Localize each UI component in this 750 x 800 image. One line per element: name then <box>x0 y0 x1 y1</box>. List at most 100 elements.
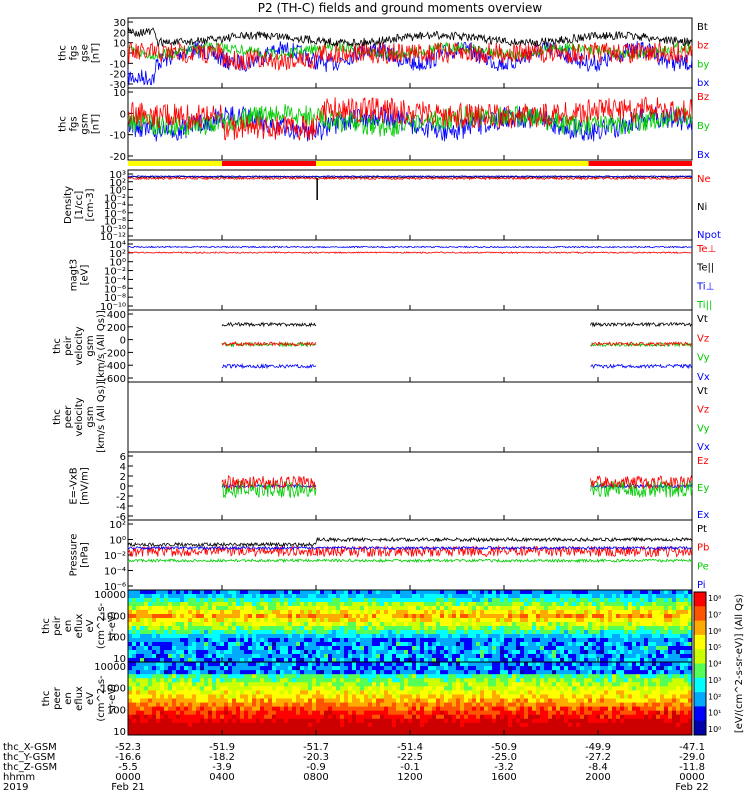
spec-cell <box>284 714 289 720</box>
spec-cell <box>376 686 381 691</box>
spec-cell <box>576 638 581 643</box>
spec-cell <box>652 650 657 655</box>
spec-cell <box>592 682 597 687</box>
y-label-line: gsm <box>85 406 96 427</box>
spec-cell <box>508 730 513 736</box>
spec-cell <box>480 678 485 683</box>
spec-cell <box>216 626 221 631</box>
spec-cell <box>188 690 193 695</box>
spec-cell <box>248 706 253 712</box>
spec-cell <box>584 714 589 720</box>
spec-cell <box>296 722 301 728</box>
y-tick-label: 30 <box>113 18 126 29</box>
spec-cell <box>212 678 217 683</box>
spec-cell <box>288 614 293 619</box>
spec-cell <box>152 694 157 699</box>
spec-cell <box>192 598 197 603</box>
spec-cell <box>468 654 473 659</box>
spec-cell <box>160 678 165 683</box>
spec-cell <box>592 638 597 643</box>
spec-cell <box>300 666 305 671</box>
spec-cell <box>132 614 137 619</box>
spec-cell <box>332 698 337 704</box>
spec-cell <box>448 702 453 708</box>
spec-cell <box>132 682 137 687</box>
spec-cell <box>540 722 545 728</box>
spec-cell <box>476 690 481 695</box>
spec-cell <box>344 594 349 599</box>
spec-cell <box>660 590 665 595</box>
spec-cell <box>220 686 225 691</box>
spec-cell <box>448 658 453 663</box>
spec-cell <box>340 706 345 712</box>
spec-cell <box>164 590 169 595</box>
spec-cell <box>156 590 161 595</box>
spec-cell <box>292 618 297 623</box>
spec-cell <box>620 658 625 663</box>
spec-cell <box>344 690 349 695</box>
spec-cell <box>552 654 557 659</box>
spec-cell <box>256 650 261 655</box>
spec-cell <box>540 726 545 732</box>
spec-cell <box>540 686 545 691</box>
spec-cell <box>564 614 569 619</box>
spec-cell <box>196 686 201 691</box>
spec-cell <box>244 694 249 699</box>
spec-cell <box>628 590 633 595</box>
spec-cell <box>472 722 477 728</box>
spec-cell <box>552 610 557 615</box>
spec-cell <box>416 626 421 631</box>
spec-cell <box>508 638 513 643</box>
spec-cell <box>588 690 593 695</box>
spec-cell <box>436 602 441 607</box>
spec-cell <box>664 646 669 651</box>
spec-cell <box>240 602 245 607</box>
spec-cell <box>140 706 145 712</box>
spec-cell <box>444 702 449 708</box>
spec-cell <box>164 638 169 643</box>
spec-cell <box>628 634 633 639</box>
y-label-line: gsm <box>80 113 91 134</box>
spec-cell <box>516 606 521 611</box>
spec-cell <box>368 726 373 732</box>
spec-cell <box>660 638 665 643</box>
spec-cell <box>444 670 449 675</box>
spec-cell <box>504 730 509 736</box>
legend-entry: Bt <box>697 22 708 33</box>
spec-cell <box>292 646 297 651</box>
spec-cell <box>336 694 341 699</box>
spec-cell <box>404 642 409 647</box>
spec-cell <box>544 630 549 635</box>
spec-cell <box>468 706 473 712</box>
spec-cell <box>392 618 397 623</box>
spec-cell <box>556 650 561 655</box>
spec-cell <box>260 662 265 667</box>
spec-cell <box>476 662 481 667</box>
spec-cell <box>412 714 417 720</box>
spec-cell <box>412 718 417 724</box>
spec-cell <box>444 662 449 667</box>
spec-cell <box>296 698 301 704</box>
spec-cell <box>344 710 349 716</box>
spec-cell <box>400 598 405 603</box>
spec-cell <box>440 694 445 699</box>
spec-cell <box>536 662 541 667</box>
spec-cell <box>380 622 385 627</box>
spec-cell <box>352 686 357 691</box>
spec-cell <box>304 630 309 635</box>
spec-cell <box>136 598 141 603</box>
spec-cell <box>380 666 385 671</box>
spec-cell <box>148 598 153 603</box>
legend-entry: Pi <box>697 580 706 591</box>
spec-cell <box>224 698 229 704</box>
spec-cell <box>220 714 225 720</box>
spec-cell <box>372 594 377 599</box>
spec-cell <box>540 690 545 695</box>
spec-cell <box>544 730 549 736</box>
spec-cell <box>332 722 337 728</box>
spec-cell <box>636 594 641 599</box>
spec-cell <box>204 614 209 619</box>
spec-cell <box>484 630 489 635</box>
spec-cell <box>576 626 581 631</box>
